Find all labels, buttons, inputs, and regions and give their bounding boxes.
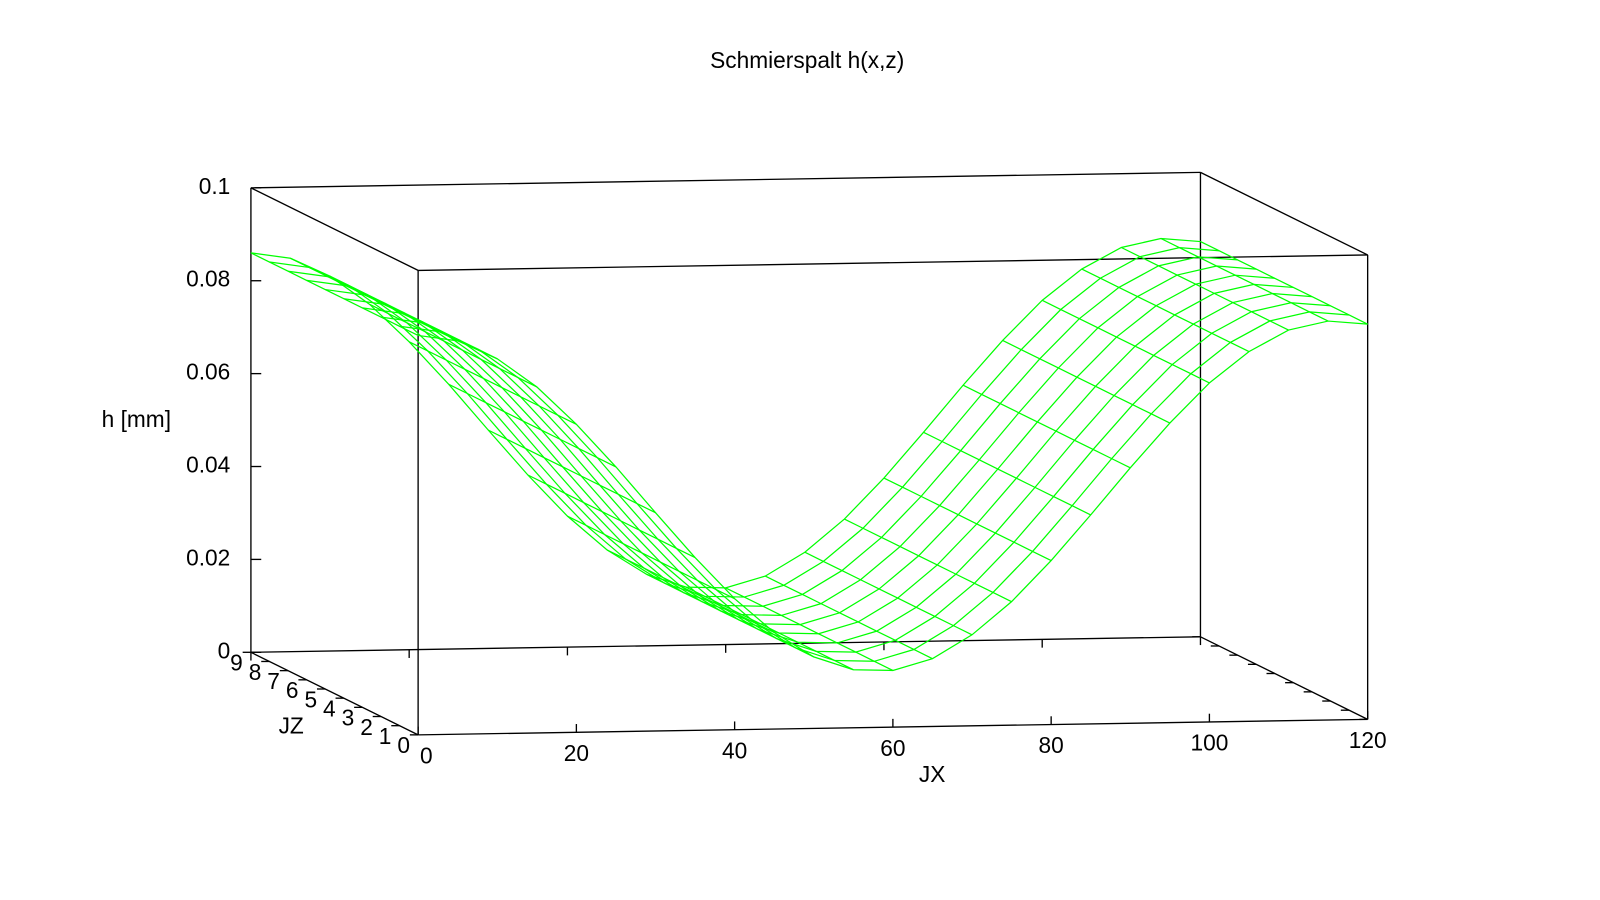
box-edge: [250, 651, 419, 736]
chart-title: Schmierspalt h(x,z): [710, 47, 904, 73]
y-tick-label: 6: [286, 677, 299, 703]
surface-column: [1002, 339, 1171, 424]
surface-column: [448, 383, 617, 468]
z-tick-label: 0: [218, 637, 231, 663]
y-tick-label: 0: [397, 732, 410, 758]
z-axis-title: h [mm]: [102, 406, 171, 432]
surface-column: [1041, 299, 1210, 384]
z-tick-label: 0.02: [186, 544, 230, 570]
surface-column: [488, 429, 656, 514]
x-tick-label: 40: [722, 737, 747, 763]
surface-column: [606, 549, 775, 634]
z-tick-label: 0.1: [199, 173, 231, 199]
surface-column: [567, 515, 735, 600]
surface-column: [1121, 246, 1289, 331]
surface-column: [408, 341, 577, 425]
surface-column: [844, 518, 1012, 603]
surface-column: [369, 303, 538, 388]
box-edge: [1200, 171, 1368, 256]
surface-column: [923, 431, 1091, 516]
surface-column: [804, 551, 973, 636]
surface-column: [250, 252, 419, 336]
y-tick-label: 8: [249, 659, 262, 685]
x-axis-title: JX: [919, 761, 945, 787]
y-axis-title: JZ: [279, 713, 304, 739]
surface-column: [1081, 268, 1250, 353]
y-tick-label: 4: [323, 696, 336, 722]
x-tick-label: 120: [1349, 727, 1387, 753]
surface-column: [962, 384, 1131, 469]
surface-column: [1200, 241, 1368, 325]
x-tick-label: 80: [1039, 732, 1064, 758]
y-tick-label: 7: [267, 668, 280, 694]
y-tick-label: 3: [342, 705, 355, 731]
x-tick-label: 60: [880, 735, 905, 761]
surface-column: [883, 477, 1052, 562]
surface-column: [685, 586, 854, 671]
y-tick-label: 2: [360, 714, 373, 740]
surface-column: [329, 275, 498, 360]
y-tick-label: 9: [230, 650, 243, 676]
z-tick-label: 0.08: [186, 266, 230, 292]
surface-column: [527, 474, 696, 559]
z-tick-label: 0.04: [186, 452, 230, 478]
box-edge: [1200, 636, 1368, 720]
y-tick-label: 5: [304, 686, 317, 712]
z-tick-label: 0.06: [186, 359, 230, 385]
surface-column: [290, 257, 458, 342]
surface-column: [646, 573, 815, 658]
x-tick-label: 0: [420, 743, 433, 769]
surface-column: [725, 587, 894, 672]
x-tick-label: 20: [564, 740, 589, 766]
box-edge: [250, 171, 1201, 189]
x-tick-label: 100: [1190, 730, 1228, 756]
surface-column: [764, 575, 933, 660]
y-tick-label: 1: [379, 723, 392, 749]
surface-column: [1160, 237, 1329, 322]
box-edge: [250, 187, 419, 272]
